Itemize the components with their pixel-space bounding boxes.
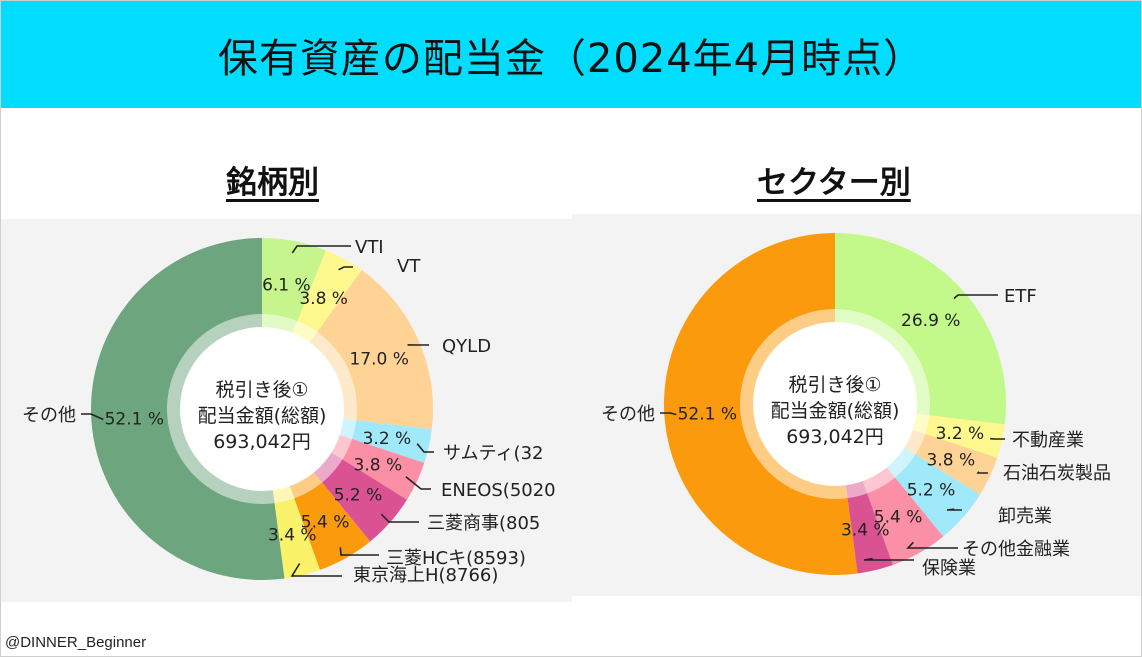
percent-label-item-1: 3.2 % — [936, 424, 985, 444]
percent-label-item-8: 52.1 % — [105, 409, 164, 429]
leader-lines — [81, 245, 434, 577]
leader-line-item-4 — [906, 541, 958, 549]
slice-labels: VTI VT QYLD サムティ(32 ENEOS(5020 三菱商事(805 三菱HCキ(… — [22, 237, 556, 586]
percent-label-item-2: 3.8 % — [927, 450, 976, 470]
center-text-line-1: 税引き後① — [788, 374, 881, 396]
leader-line-item-6 — [660, 412, 677, 416]
slice-label-etf: ETF — [1004, 286, 1037, 307]
percent-label-item-5: 3.4 % — [841, 520, 890, 540]
chart-title-by-sector: セクター別 — [757, 165, 911, 201]
slice-label-item-5: 保険業 — [922, 558, 976, 579]
percent-label-vt: 3.8 % — [299, 289, 348, 309]
percent-labels: 6.1 %3.8 %17.0 %3.2 %3.8 %5.2 %5.4 %3.4 … — [105, 275, 412, 545]
percent-label-h-8766: 3.4 % — [268, 525, 317, 545]
center-text-line-2: 配当金額(総額) — [771, 400, 900, 422]
leader-line-item-8 — [81, 413, 104, 421]
leader-line-item-2 — [976, 471, 988, 474]
percent-label-qyld: 17.0 % — [349, 349, 408, 369]
leader-line-hc-8593 — [339, 547, 379, 556]
slice-label-item-1: 不動産業 — [1012, 430, 1084, 451]
percent-label-hc-8593: 5.4 % — [301, 512, 350, 532]
slice-label-32: サムティ(32 — [443, 443, 544, 464]
donut-chart-by-sector: 26.9 % 3.2 % 3.8 % 5.2 % 5.4 % 3.4 % 52.1 % ETF… — [572, 214, 1141, 596]
center-text-line-3: 693,042円 — [213, 431, 311, 453]
donut-chart-by-stock: 6.1 % 3.8 % 17.0 % 3.2 % 3.8 % 5.2 % 5.4 % 3.4 … — [1, 219, 572, 602]
slice-label-vti: VTI — [355, 237, 384, 258]
slice-label-item-2: 石油石炭製品 — [1003, 463, 1111, 484]
chart-title-by-stock: 銘柄別 — [226, 165, 319, 201]
percent-label-etf: 26.9 % — [901, 311, 960, 331]
percent-label-805: 5.2 % — [334, 486, 383, 506]
leader-line-vti — [291, 245, 351, 254]
slice-label-qyld: QYLD — [442, 336, 491, 357]
page-title: 保有資産の配当金（2024年4月時点） — [217, 35, 925, 82]
donut-chart-svg-by-stock: 6.1 %3.8 %17.0 %3.2 %3.8 %5.2 %5.4 %3.4 … — [22, 237, 556, 586]
percent-label-item-3: 5.2 % — [907, 481, 956, 501]
slice-label-item-8: その他 — [22, 405, 76, 426]
leader-line-item-3 — [946, 508, 962, 511]
percent-labels: 26.9 % 3.2 % 3.8 % 5.2 % 5.4 %3.4 % 52.1 % — [678, 311, 985, 540]
slice-label-item-6: その他 — [601, 404, 655, 425]
percent-label-vti: 6.1 % — [262, 275, 311, 295]
author-credit: @DINNER_Beginner — [5, 634, 147, 651]
donut-chart-svg-by-sector: 26.9 %3.2 %3.8 %5.2 %5.4 %3.4 %52.1 %ETF… — [601, 233, 1111, 579]
percent-label-eneos-5020: 3.8 % — [354, 455, 403, 475]
slice-label-vt: VT — [397, 256, 421, 277]
donut-hole — [753, 322, 917, 486]
percent-label-item-6: 52.1 % — [678, 404, 737, 424]
center-text-line-3: 693,042円 — [786, 426, 884, 448]
donut-hole — [180, 327, 344, 491]
slice-label-805: 三菱商事(805 — [427, 513, 540, 534]
title-banner: 保有資産の配当金（2024年4月時点） — [1, 1, 1141, 108]
percent-label-32: 3.2 % — [363, 429, 412, 449]
leader-lines — [660, 294, 1005, 561]
leader-line-32 — [416, 443, 434, 453]
percent-label-item-4: 5.4 % — [874, 507, 923, 527]
center-text-line-2: 配当金額(総額) — [198, 405, 327, 427]
leader-line-vt — [338, 266, 353, 271]
center-text: 税引き後① 配当金額(総額) 693,042円 — [198, 379, 327, 453]
slice-label-h-8766: 東京海上H(8766) — [353, 565, 498, 586]
slice-label-item-3: 卸売業 — [998, 506, 1052, 527]
center-text-line-1: 税引き後① — [215, 379, 308, 401]
leader-line-805 — [380, 513, 419, 523]
leader-line-item-5 — [863, 557, 914, 561]
leader-line-etf — [953, 294, 998, 300]
leader-line-h-8766 — [290, 563, 342, 577]
leader-line-eneos-5020 — [405, 476, 431, 490]
slice-label-eneos-5020: ENEOS(5020 — [441, 480, 556, 501]
slice-label-hc-8593: 三菱HCキ(8593) — [386, 548, 526, 569]
center-text: 税引き後① 配当金額(総額) 693,042円 — [771, 374, 900, 448]
slice-label-item-4: その他金融業 — [962, 539, 1070, 560]
